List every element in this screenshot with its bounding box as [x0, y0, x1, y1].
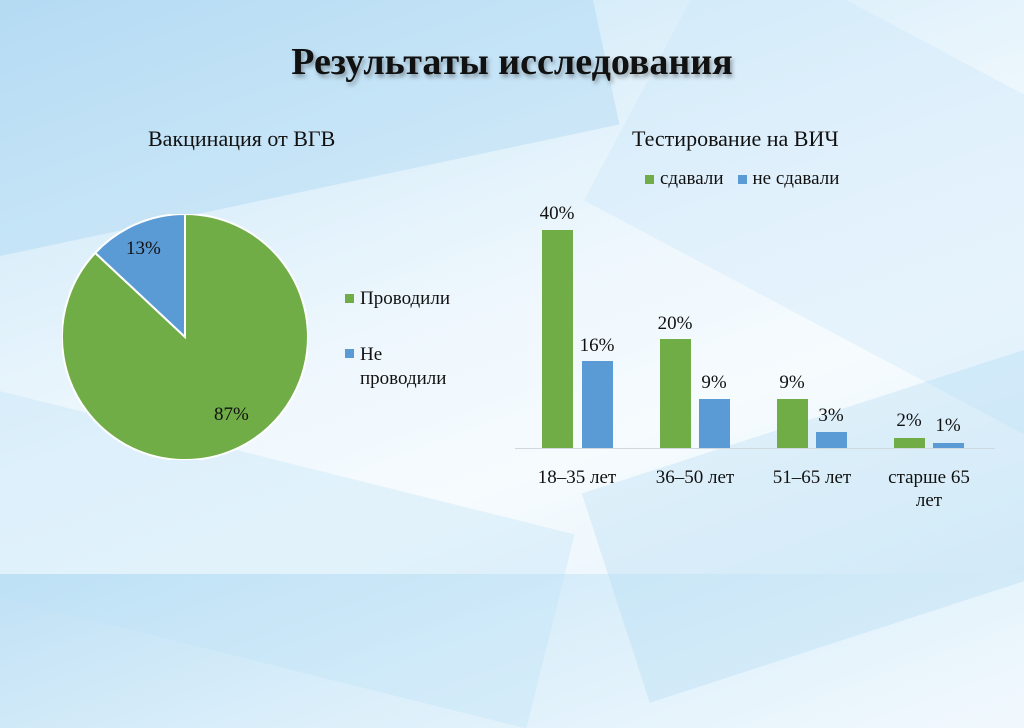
bar-65plus-ne-sdavali — [933, 443, 964, 448]
legend-item-sdavali: сдавали — [645, 168, 724, 190]
category-label: 36–50 лет — [655, 467, 735, 488]
pie-label-blue: 13% — [126, 238, 161, 259]
bar-36-50-ne-sdavali — [699, 399, 730, 448]
bar-chart-legend: сдавали не сдавали — [645, 168, 839, 190]
bar-51-65-ne-sdavali — [816, 432, 847, 448]
category-label-line2: лет — [915, 490, 943, 511]
legend-swatch-blue — [345, 349, 354, 358]
bar-value-label: 3% — [818, 405, 844, 426]
bar-65plus-sdavali — [894, 438, 925, 448]
category-label: 51–65 лет — [772, 467, 852, 488]
legend-label: сдавали — [660, 168, 724, 189]
category-label: старше 65 лет — [874, 466, 984, 512]
pie-legend-item-proveli: Проводили — [345, 288, 450, 310]
bar-value-label: 20% — [657, 313, 693, 334]
pie-legend-item-ne-proveli: Не проводили — [345, 343, 446, 391]
bar-value-label: 40% — [539, 203, 575, 224]
legend-label-line2: проводили — [360, 368, 447, 389]
bar-value-label: 9% — [779, 372, 805, 393]
bar-value-label: 9% — [701, 372, 727, 393]
legend-label: не сдавали — [752, 168, 840, 189]
x-axis-line — [515, 448, 995, 449]
bar-value-label: 2% — [896, 410, 922, 431]
bar-18-35-sdavali — [542, 230, 573, 448]
pie-label-green: 87% — [214, 404, 249, 425]
category-label: 18–35 лет — [537, 467, 617, 488]
bar-51-65-sdavali — [777, 399, 808, 448]
pie-chart: 13% 87% — [60, 212, 309, 461]
pie-svg — [60, 212, 309, 461]
pie-slice-ne-proveli — [93, 212, 186, 340]
legend-swatch-green — [645, 174, 654, 184]
bar-36-50-sdavali — [660, 339, 691, 448]
legend-swatch-blue — [737, 174, 747, 184]
bar-value-label: 1% — [935, 415, 961, 436]
category-label-line1: старше 65 — [888, 467, 970, 488]
legend-label-line1: Не — [360, 344, 383, 365]
bar-18-35-ne-sdavali — [582, 361, 613, 448]
legend-label: Проводили — [360, 288, 450, 309]
bar-chart-title: Тестирование на ВИЧ — [632, 126, 839, 151]
legend-item-ne-sdavali: не сдавали — [737, 168, 840, 190]
legend-swatch-green — [345, 294, 354, 303]
pie-chart-title: Вакцинация от ВГВ — [148, 126, 336, 151]
slide-title: Результаты исследования — [291, 41, 733, 83]
bar-value-label: 16% — [579, 335, 615, 356]
